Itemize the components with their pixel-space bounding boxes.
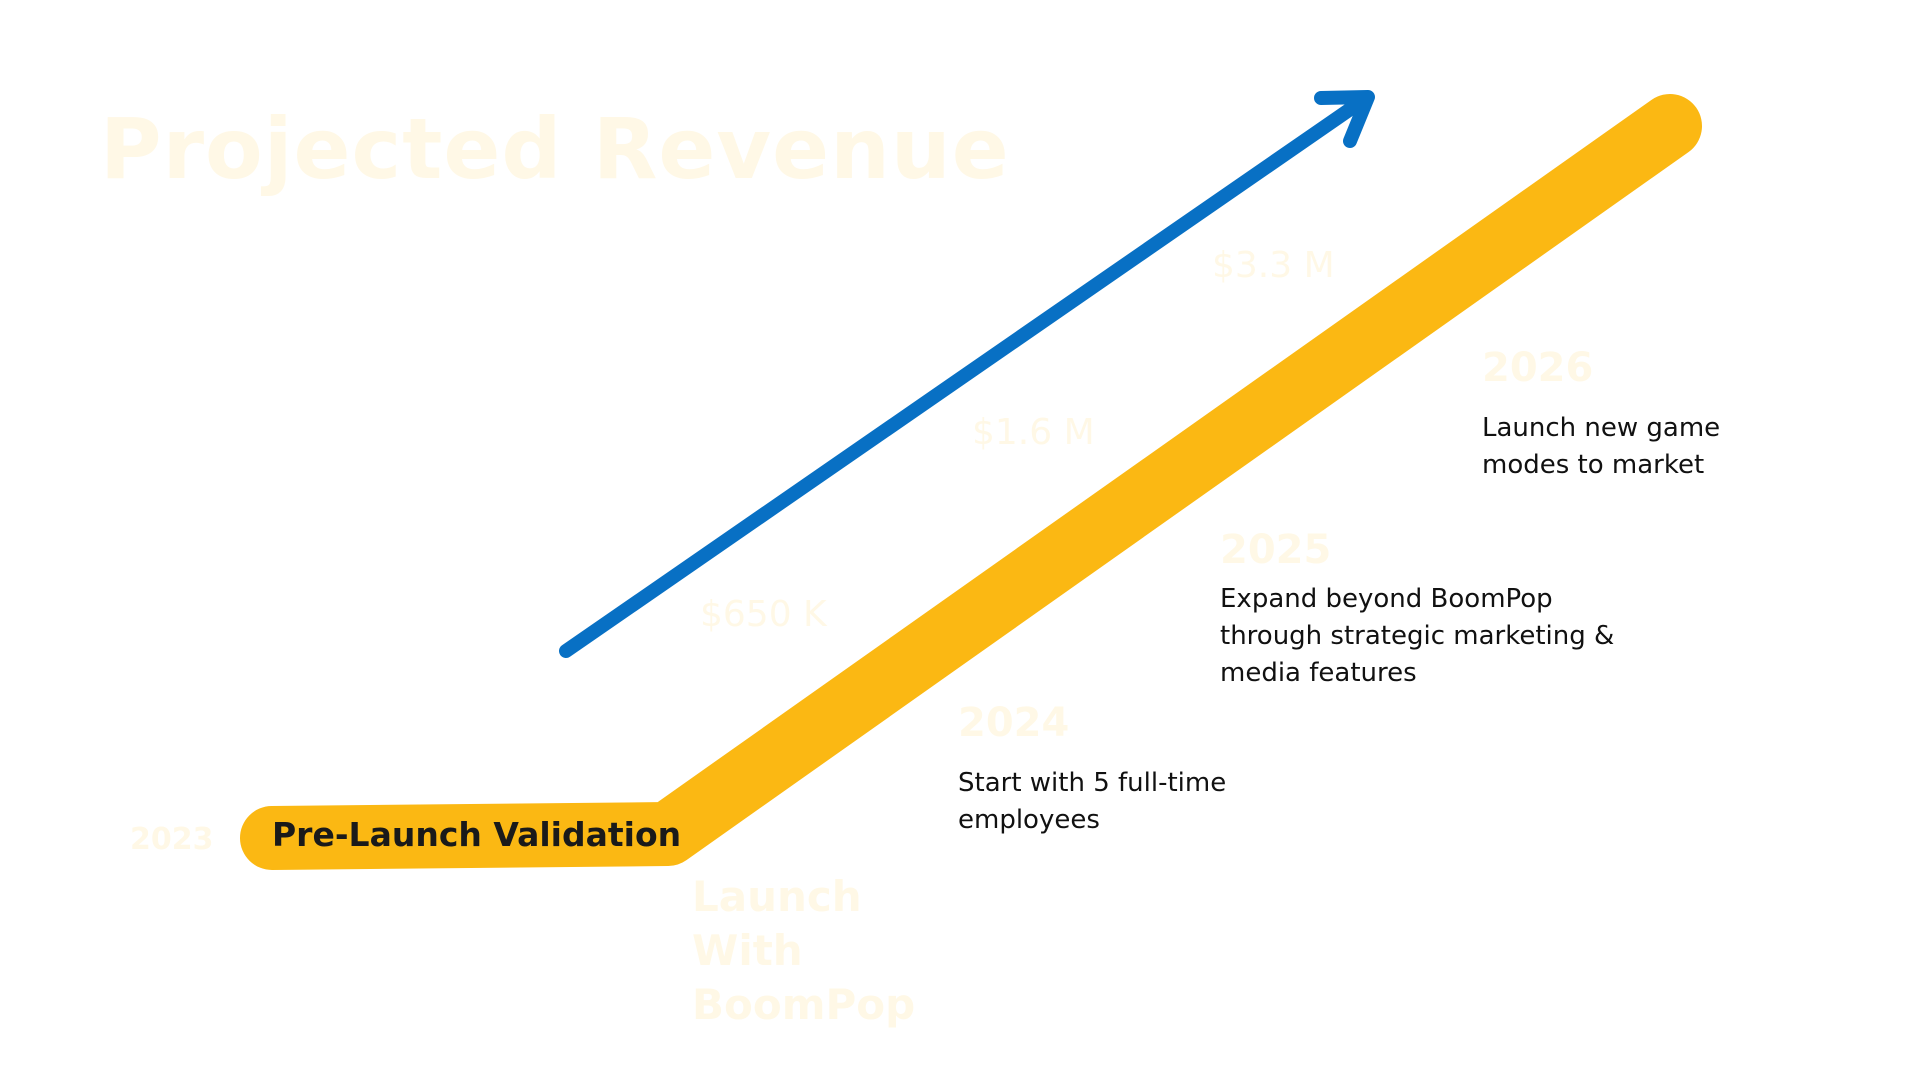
launch-label-line-2: BoomPop [692,980,916,1029]
growth-arrow-shaft [559,94,1369,658]
milestone-2024-line-2: employees [958,805,1100,835]
milestone-2024-line-1: Start with 5 full-time [958,768,1227,798]
slide-title: Projected Revenue [100,100,1010,198]
milestone-2026-line-2: modes to market [1482,450,1705,480]
revenue-label-2025: $1.6 M [972,412,1095,453]
milestone-2025-line-1: Expand beyond BoomPop [1220,584,1553,614]
pre-launch-validation-label: Pre-Launch Validation [272,815,682,854]
milestone-year-2026: 2026 [1482,345,1594,391]
revenue-label-2026: $3.3 M [1212,245,1335,286]
revenue-label-2024: $650 K [700,594,827,635]
milestone-description-2026: Launch new game modes to market [1482,410,1720,484]
launch-label-line-1: Launch With [692,872,862,975]
milestone-2025-line-2: through strategic marketing & [1220,621,1615,651]
milestone-2026-line-1: Launch new game [1482,413,1721,443]
growth-path [240,94,1702,870]
milestone-year-2025: 2025 [1220,527,1332,573]
milestone-2025-line-3: media features [1220,658,1417,688]
launch-with-boompop-label: Launch With BoomPop [692,870,952,1032]
milestone-year-2024: 2024 [958,700,1070,746]
growth-arrow-head-icon [1314,90,1375,148]
milestone-description-2025: Expand beyond BoomPop through strategic … [1220,581,1614,692]
milestone-description-2024: Start with 5 full-time employees [958,765,1226,839]
pre-launch-year-label: 2023 [130,822,214,857]
